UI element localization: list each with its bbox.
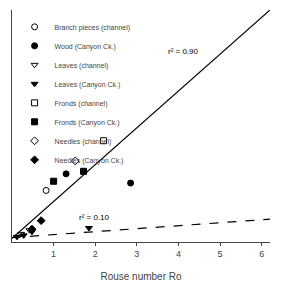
svg-text:5: 5 (218, 249, 223, 259)
svg-text:6: 6 (259, 249, 264, 259)
svg-text:Branch pieces (channel): Branch pieces (channel) (55, 24, 131, 32)
svg-text:r² = 0.10: r² = 0.10 (79, 213, 110, 222)
svg-text:Leaves (Canyon Ck.): Leaves (Canyon Ck.) (55, 81, 121, 89)
svg-text:3: 3 (134, 249, 139, 259)
svg-text:r² = 0.90: r² = 0.90 (168, 47, 199, 56)
svg-text:Needles (channel): Needles (channel) (55, 138, 112, 146)
svg-text:2: 2 (93, 249, 98, 259)
svg-text:Needles (Canyon Ck.): Needles (Canyon Ck.) (55, 157, 124, 165)
svg-text:Rouse number Ro: Rouse number Ro (100, 271, 182, 282)
svg-text:Fronds (channel): Fronds (channel) (55, 100, 108, 108)
svg-text:Wood (Canyon Ck.): Wood (Canyon Ck.) (55, 43, 116, 51)
svg-text:4: 4 (176, 249, 181, 259)
svg-text:Leaves (channel): Leaves (channel) (55, 62, 109, 70)
svg-text:1: 1 (51, 249, 56, 259)
svg-text:Fronds (Canyon Ck.): Fronds (Canyon Ck.) (55, 119, 120, 127)
